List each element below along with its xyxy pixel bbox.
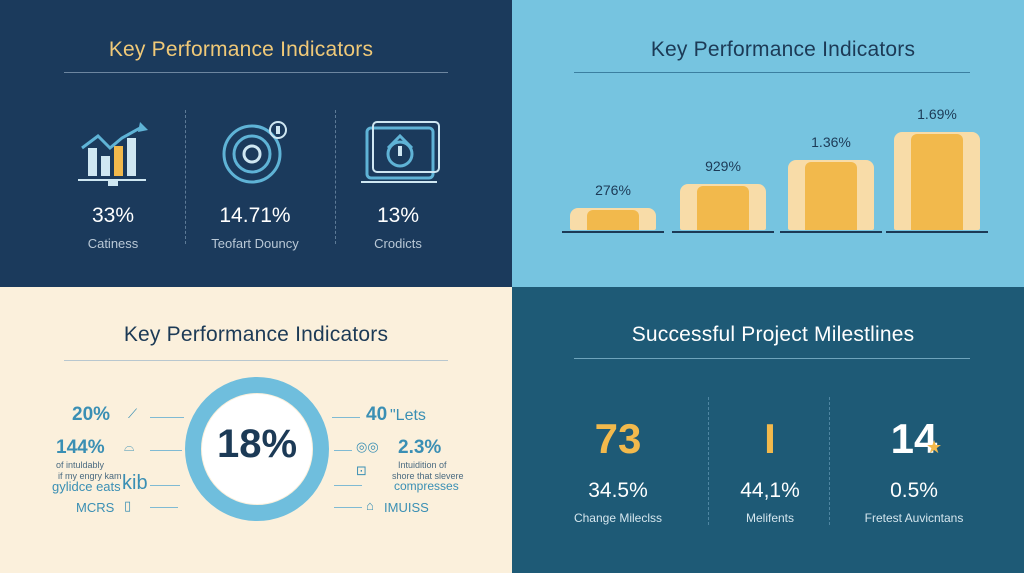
leader-line (150, 450, 182, 451)
milestone-number: 73 (594, 415, 642, 462)
milestone-label: Change Mileclss (573, 511, 663, 525)
star-icon: ★ (926, 437, 943, 457)
bar-baseline (886, 231, 988, 233)
milestones-panel: Successful Project Milestlines (512, 287, 1024, 573)
dashboard-box-icon (361, 121, 440, 183)
kpi-item: 14.71% Teofart Douncy (180, 118, 330, 251)
leader-line (332, 417, 360, 418)
building-icon: ⌂ (366, 498, 374, 513)
bar-cylinder (788, 160, 874, 230)
kpi-label: Crodicts (374, 236, 422, 251)
milestone-item: 73 34.5% Change Mileclss (533, 415, 703, 525)
caption: IMUISS (384, 500, 429, 515)
divider (829, 397, 830, 525)
document-icon: ▯ (124, 498, 132, 513)
leader-line (334, 485, 362, 486)
small-caption: if my engry kam (58, 471, 122, 481)
bar-fill (805, 162, 857, 230)
small-caption: of intuldably (56, 460, 105, 470)
caption: kib (122, 472, 148, 494)
title-divider (574, 358, 970, 359)
caption: MCRS (76, 500, 115, 515)
kpi-value: 14.71% (219, 204, 291, 227)
bar-fill (697, 186, 749, 230)
bar-label: 1.36% (811, 134, 851, 150)
bar-cylinder (680, 184, 766, 230)
title-divider (64, 72, 448, 73)
caption: compresses (394, 479, 459, 493)
leader-line (150, 485, 180, 486)
milestone-value: 0.5% (890, 479, 938, 502)
divider (708, 397, 709, 525)
kpi-value: 13% (376, 204, 420, 227)
stat-value: 144% (56, 437, 105, 458)
panel-title: Key Performance Indicators (650, 38, 916, 61)
stat-suffix: "Lets (390, 407, 426, 424)
milestone-number: 14 ★ (829, 415, 999, 465)
milestone-item: 14 ★ 0.5% Fretest Auvicntans (829, 415, 999, 525)
panel-title: Key Performance Indicators (108, 38, 374, 61)
bar-baseline (672, 231, 774, 233)
shoe-icon: ⟋ (128, 406, 138, 421)
kpi-item: 13% Crodicts (323, 118, 473, 251)
panel-title: Successful Project Milestlines (631, 323, 915, 346)
bar-cylinder (570, 208, 656, 230)
leader-line (334, 507, 362, 508)
divider (185, 110, 186, 244)
bar-cylinder (894, 132, 980, 230)
panel-title: Key Performance Indicators (123, 323, 389, 346)
caption: gylidce eats (52, 479, 121, 494)
donut-graphic (185, 377, 329, 521)
milestone-item: I 44,1% Melifents (685, 415, 855, 525)
car-icon: ⊡ (356, 463, 367, 478)
bar-label: 276% (595, 182, 631, 198)
kpi-panel-bottom-left: Key Performance Indicators 18% 20% ⟋ 144… (0, 287, 512, 573)
leader-line (150, 417, 184, 418)
milestone-value: 44,1% (740, 479, 800, 502)
bar: 276% (562, 182, 664, 233)
small-caption: shore that slevere (392, 471, 464, 481)
stat-value: 2.3% (398, 437, 442, 458)
small-caption: Intuidition of (398, 460, 447, 470)
milestone-number: I (764, 415, 776, 462)
bar: 1.36% (780, 134, 882, 233)
stat-value: 40 (366, 404, 388, 425)
milestone-label: Fretest Auvicntans (864, 511, 964, 525)
kpi-label: Teofart Douncy (211, 236, 299, 251)
bar-baseline (562, 231, 664, 233)
bar: 929% (672, 158, 774, 233)
milestone-label: Melifents (745, 511, 795, 525)
bar: 1.69% (886, 106, 988, 233)
bar-fill (911, 134, 963, 230)
bar-fill (587, 210, 639, 230)
bar-label: 1.69% (917, 106, 957, 122)
leader-line (150, 507, 178, 508)
leader-line (334, 450, 352, 451)
donut-ring: 18% (182, 374, 332, 524)
milestone-value: 34.5% (588, 479, 648, 502)
bar-chart-icon (78, 122, 148, 186)
donut-center-value: 18% (216, 422, 298, 466)
kpi-value: 33% (91, 204, 135, 227)
target-disc-icon (222, 121, 287, 184)
milestone-number-text: 14 (890, 415, 938, 462)
kpi-panel-top-left: Key Performance Indicators 33% Catiness (0, 0, 512, 287)
kpi-panel-top-right: Key Performance Indicators 276% 929% 1.36%… (512, 0, 1024, 287)
bar-label: 929% (705, 158, 741, 174)
stat-value: 20% (72, 404, 111, 425)
kpi-label: Catiness (87, 236, 139, 251)
divider (335, 110, 336, 244)
sneaker-icon: ⌓ (124, 439, 135, 454)
kpi-item: 33% Catiness (38, 118, 188, 251)
title-divider (64, 360, 448, 361)
title-divider (574, 72, 970, 73)
bar-baseline (780, 231, 882, 233)
glasses-icon: ◎◎ (356, 439, 379, 454)
